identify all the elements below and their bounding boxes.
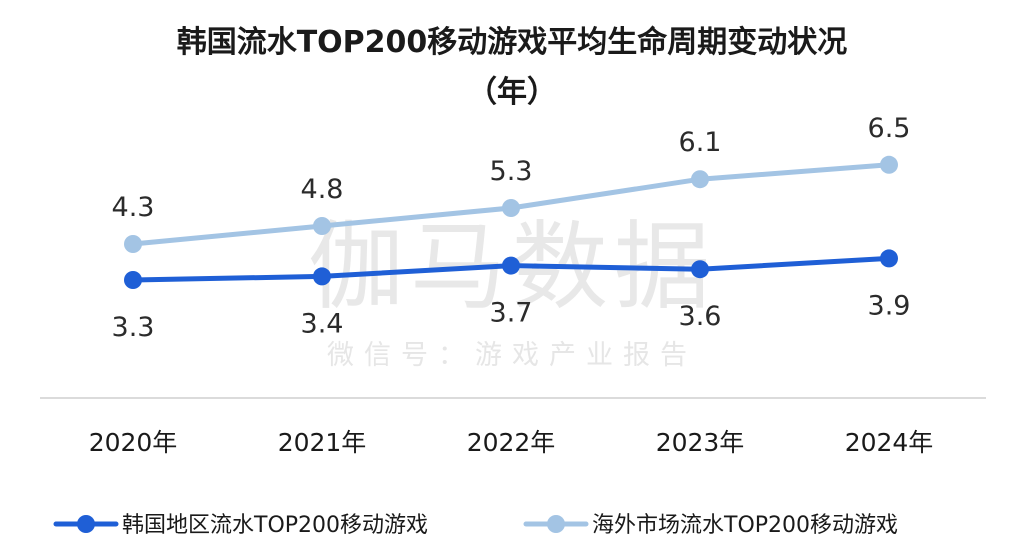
series-0-point	[691, 260, 709, 279]
watermark-sub-text: 微信号：游戏产业报告	[327, 340, 697, 371]
x-tick-label: 2020年	[89, 428, 178, 457]
legend-label: 韩国地区流水TOP200移动游戏	[122, 513, 428, 538]
series-0-point	[124, 271, 142, 289]
series-1-point	[691, 170, 709, 189]
legend-label: 海外市场流水TOP200移动游戏	[592, 513, 898, 538]
x-tick-label: 2022年	[467, 428, 556, 457]
legend: 韩国地区流水TOP200移动游戏 海外市场流水TOP200移动游戏	[53, 513, 898, 538]
legend-marker	[77, 515, 95, 533]
series-1-data-label: 4.8	[301, 174, 344, 205]
x-axis-tick-labels: 2020年 2021年 2022年 2023年 2024年	[89, 428, 934, 457]
chart-title-line-1: 韩国流水TOP200移动游戏平均生命周期变动状况	[177, 25, 848, 60]
series-0-point	[502, 256, 520, 275]
series-1-data-label: 5.3	[490, 156, 533, 187]
series-0-data-label: 3.9	[868, 290, 911, 321]
series-1: 4.3 4.8 5.3 6.1 6.5	[112, 113, 911, 253]
chart-title-line-2: （年）	[467, 75, 557, 110]
series-1-point	[880, 155, 898, 174]
series-0-point	[880, 249, 898, 268]
legend-marker	[547, 515, 565, 533]
x-tick-label: 2024年	[845, 428, 934, 457]
series-0-data-label: 3.7	[490, 298, 533, 329]
series-1-data-label: 4.3	[112, 192, 155, 223]
legend-item-0: 韩国地区流水TOP200移动游戏	[53, 513, 428, 538]
series-1-data-label: 6.1	[679, 127, 722, 158]
series-0-data-label: 3.6	[679, 301, 722, 332]
series-0-point	[313, 267, 331, 286]
legend-item-1: 海外市场流水TOP200移动游戏	[523, 513, 898, 538]
series-1-point	[124, 235, 142, 253]
x-tick-label: 2021年	[278, 428, 367, 457]
series-1-point	[502, 199, 520, 217]
series-0-data-label: 3.4	[301, 308, 344, 339]
x-tick-label: 2023年	[656, 428, 745, 457]
series-0-data-label: 3.3	[112, 312, 155, 343]
series-1-data-label: 6.5	[868, 113, 911, 144]
series-0: 3.3 3.4 3.7 3.6 3.9	[112, 249, 911, 343]
series-1-point	[313, 217, 331, 235]
series-layer: 4.3 4.8 5.3 6.1 6.5 3.3 3.4 3.7 3.6 3.9	[112, 113, 911, 343]
